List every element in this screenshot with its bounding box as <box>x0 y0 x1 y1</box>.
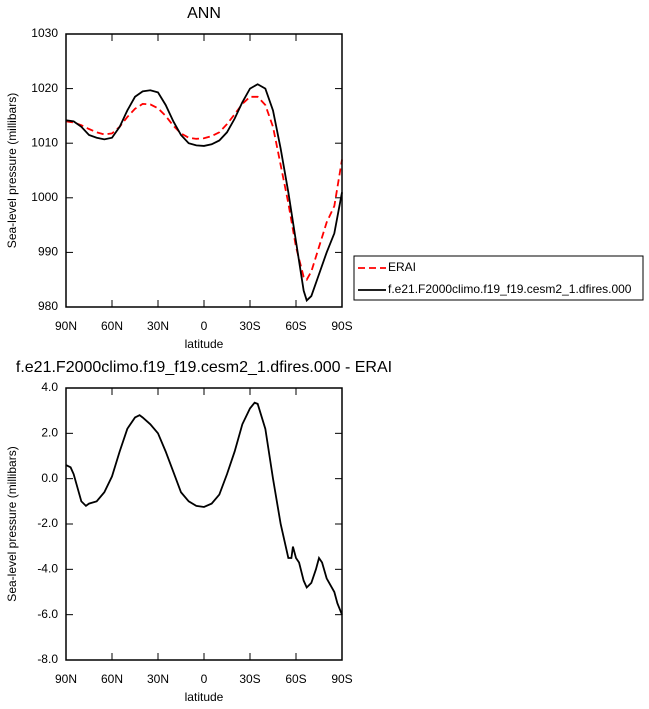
x-tick-label: 30N <box>147 672 169 686</box>
chart-title: ANN <box>187 5 221 22</box>
series-line <box>65 95 343 282</box>
chart-title: f.e21.F2000climo.f19_f19.cesm2_1.dfires.… <box>16 359 392 376</box>
x-tick-label: 30N <box>147 319 169 333</box>
x-tick-label: 30S <box>239 672 260 686</box>
x-tick-label: 60N <box>101 672 123 686</box>
x-tick-label: 90S <box>331 672 352 686</box>
x-tick-label: 30S <box>239 319 260 333</box>
x-tick-label: 60N <box>101 319 123 333</box>
legend-label: ERAI <box>388 260 416 274</box>
x-axis-label: latitude <box>185 690 224 704</box>
y-tick-label: 1010 <box>31 135 58 149</box>
x-tick-label: 90S <box>331 319 352 333</box>
legend-box <box>353 255 644 301</box>
y-tick-label: 1030 <box>31 26 58 40</box>
series-line <box>65 401 343 616</box>
series-line <box>65 83 343 303</box>
y-axis-label: Sea-level pressure (millibars) <box>5 446 19 601</box>
x-axis-label: latitude <box>185 337 224 351</box>
y-tick-label: 990 <box>38 245 58 259</box>
y-axis-label: Sea-level pressure (millibars) <box>5 93 19 248</box>
x-tick-label: 0 <box>201 319 208 333</box>
x-tick-label: 60S <box>285 672 306 686</box>
y-tick-label: -8.0 <box>37 652 58 666</box>
y-tick-label: 4.0 <box>41 380 58 394</box>
plot-frame <box>65 33 343 308</box>
y-tick-label: -6.0 <box>37 607 58 621</box>
y-tick-label: 1000 <box>31 190 58 204</box>
x-tick-label: 90N <box>55 672 77 686</box>
legend-label: f.e21.F2000climo.f19_f19.cesm2_1.dfires.… <box>388 282 632 296</box>
y-tick-label: 2.0 <box>41 426 58 440</box>
y-tick-label: 0.0 <box>41 471 58 485</box>
y-tick-label: -2.0 <box>37 516 58 530</box>
x-tick-label: 60S <box>285 319 306 333</box>
plot-frame <box>65 387 343 661</box>
y-tick-label: -4.0 <box>37 562 58 576</box>
x-tick-label: 0 <box>201 672 208 686</box>
y-tick-label: 1020 <box>31 81 58 95</box>
y-tick-label: 980 <box>38 299 58 313</box>
x-tick-label: 90N <box>55 319 77 333</box>
